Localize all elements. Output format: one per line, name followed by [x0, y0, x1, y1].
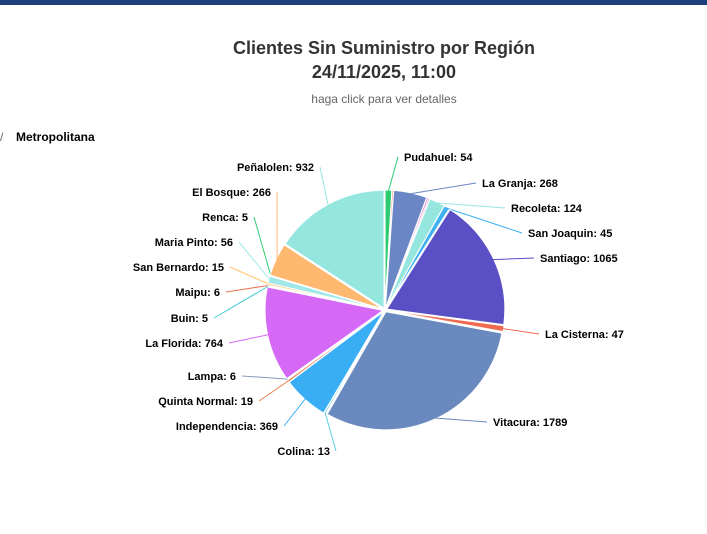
data-label-santiago[interactable]: Santiago: 1065 — [540, 253, 618, 265]
data-label-independencia[interactable]: Independencia: 369 — [176, 421, 278, 433]
leader-line-colina — [324, 412, 337, 452]
data-label-la-cisterna[interactable]: La Cisterna: 47 — [545, 329, 624, 341]
data-label-pe-alolen[interactable]: Peñalolen: 932 — [237, 162, 314, 174]
leader-line-maipu — [225, 284, 269, 293]
slice-vitacura[interactable] — [326, 311, 503, 431]
chart-subtitle: haga click para ver detalles — [311, 92, 457, 106]
data-label-maipu[interactable]: Maipu: 6 — [175, 287, 220, 299]
data-label-la-florida[interactable]: La Florida: 764 — [145, 338, 224, 350]
leader-line-renca — [253, 216, 272, 277]
chart-title: Clientes Sin Suministro por Región — [232, 38, 536, 58]
leader-line-recoleta — [436, 202, 506, 209]
data-label-vitacura[interactable]: Vitacura: 1789 — [493, 417, 567, 429]
leader-line-san-joaquin — [446, 207, 523, 234]
breadcrumb-current[interactable]: Metropolitana — [16, 130, 95, 144]
leader-line-san-bernardo — [229, 266, 270, 285]
leader-line-lampa — [241, 375, 289, 380]
breadcrumb-separator: / — [0, 130, 4, 144]
leader-line-vitacura — [435, 417, 488, 423]
leader-line-la-florida — [228, 334, 269, 344]
top-accent-bar — [0, 0, 707, 5]
leader-line-quinta-normal — [258, 379, 290, 402]
data-label-san-bernardo[interactable]: San Bernardo: 15 — [133, 262, 224, 274]
data-label-colina[interactable]: Colina: 13 — [277, 446, 330, 458]
data-label-renca[interactable]: Renca: 5 — [202, 212, 248, 224]
data-label-pudahuel[interactable]: Pudahuel: 54 — [404, 152, 473, 164]
slice-el-bosque[interactable] — [269, 244, 384, 310]
leader-line-independencia — [283, 398, 306, 427]
leader-line-la-granja — [410, 182, 477, 195]
data-label-quinta-normal[interactable]: Quinta Normal: 19 — [158, 396, 253, 408]
data-label-maria-pinto[interactable]: Maria Pinto: 56 — [155, 237, 233, 249]
leader-line-la-cisterna — [502, 328, 540, 335]
leader-line-maria-pinto — [238, 241, 271, 281]
data-label-lampa[interactable]: Lampa: 6 — [188, 371, 236, 383]
leader-line-pudahuel — [387, 156, 399, 192]
leader-line-santiago — [492, 257, 535, 261]
leader-line-pe-alolen — [319, 166, 329, 206]
data-label-recoleta[interactable]: Recoleta: 124 — [511, 203, 583, 215]
data-label-el-bosque[interactable]: El Bosque: 266 — [192, 187, 271, 199]
data-label-la-granja[interactable]: La Granja: 268 — [482, 178, 558, 190]
data-label-buin[interactable]: Buin: 5 — [171, 313, 208, 325]
chart-title-date: 24/11/2025, 11:00 — [311, 62, 457, 82]
leader-line-buin — [213, 285, 269, 319]
data-label-san-joaquin[interactable]: San Joaquin: 45 — [528, 228, 612, 240]
